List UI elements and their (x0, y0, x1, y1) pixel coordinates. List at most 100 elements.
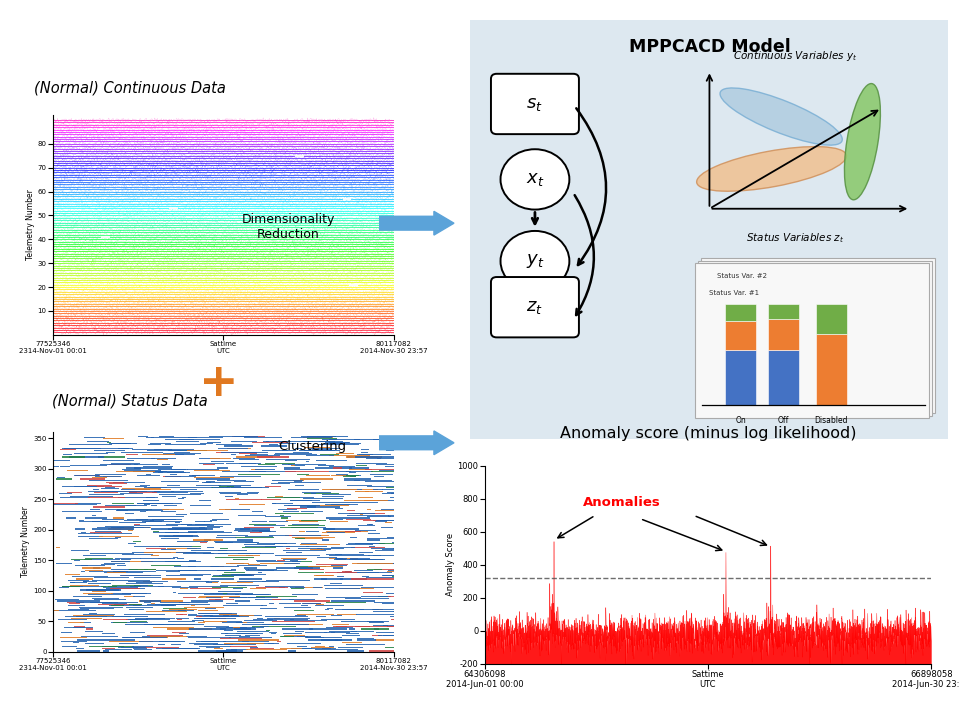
Bar (82, 567, 111, 569)
Bar (119, 522, 147, 523)
Bar (206, 526, 223, 527)
Bar (276, 567, 313, 569)
Text: Status Var. #1: Status Var. #1 (709, 289, 759, 296)
Bar (83, 555, 107, 557)
Bar (133, 471, 167, 472)
Bar (273, 503, 276, 504)
Bar (314, 575, 334, 576)
Bar (357, 638, 374, 639)
Bar (342, 571, 352, 572)
Bar (101, 564, 115, 565)
Bar (82, 532, 86, 534)
Bar (261, 499, 281, 500)
Bar (89, 646, 133, 647)
Bar (286, 624, 309, 625)
Bar (79, 520, 84, 521)
Bar (360, 514, 363, 515)
Bar (76, 616, 108, 617)
Bar (226, 499, 262, 500)
Bar (85, 570, 103, 571)
Bar (290, 500, 312, 501)
Bar (346, 474, 359, 476)
Bar (189, 560, 196, 562)
Bar (237, 565, 267, 566)
Bar (254, 525, 285, 526)
Text: Off: Off (778, 416, 789, 425)
Bar (326, 597, 361, 598)
Bar (121, 490, 147, 492)
Bar (130, 604, 142, 606)
Bar (196, 478, 229, 480)
Bar (281, 636, 307, 637)
Bar (265, 462, 295, 464)
Bar (159, 641, 185, 642)
Bar (164, 536, 200, 537)
Bar (292, 534, 321, 536)
Bar (98, 604, 141, 606)
Bar (189, 570, 232, 571)
Bar (215, 542, 256, 543)
Bar (234, 528, 251, 529)
Bar (318, 444, 359, 446)
Bar (196, 616, 203, 617)
Bar (333, 467, 343, 469)
Bar (246, 570, 288, 571)
Bar (387, 626, 394, 627)
Bar (167, 472, 190, 474)
Bar (297, 614, 334, 615)
Bar (338, 647, 363, 648)
Bar (142, 454, 175, 455)
Bar (81, 636, 118, 637)
Bar (269, 534, 292, 536)
Bar (104, 572, 143, 573)
Bar (218, 553, 260, 554)
Bar (371, 471, 394, 472)
Bar (81, 608, 114, 609)
Bar (195, 523, 231, 525)
Bar (387, 537, 394, 538)
Bar (176, 552, 196, 553)
Bar (70, 582, 87, 583)
Bar (245, 455, 280, 456)
Bar (330, 615, 342, 616)
Bar (274, 454, 317, 455)
Bar (113, 622, 127, 624)
Bar (351, 578, 394, 580)
Bar (349, 467, 369, 469)
Bar (178, 610, 194, 611)
Bar (317, 604, 324, 606)
Bar (134, 577, 161, 578)
Bar (323, 539, 329, 541)
Bar (256, 595, 297, 597)
Bar (64, 627, 93, 629)
Bar (346, 456, 382, 457)
Bar (132, 552, 171, 553)
Bar (237, 581, 279, 582)
Bar (70, 465, 107, 466)
Bar (61, 486, 105, 487)
Bar (81, 571, 85, 572)
Bar (199, 462, 224, 464)
Bar (365, 481, 394, 482)
Bar (121, 575, 151, 576)
Bar (162, 453, 202, 454)
Bar (186, 525, 214, 526)
Bar (125, 614, 165, 615)
Bar (267, 630, 271, 631)
Bar (102, 602, 137, 603)
Bar (100, 464, 138, 465)
Bar (348, 456, 352, 457)
Bar (108, 641, 153, 642)
Text: +: + (199, 361, 239, 405)
Bar (237, 539, 253, 541)
Bar (76, 648, 84, 649)
Bar (112, 639, 135, 641)
Bar (101, 586, 117, 587)
Bar (137, 503, 168, 504)
Bar (368, 621, 389, 622)
Bar (368, 555, 394, 557)
Bar (356, 462, 387, 464)
Bar (301, 436, 326, 437)
Bar (218, 550, 247, 552)
Bar (309, 448, 340, 449)
